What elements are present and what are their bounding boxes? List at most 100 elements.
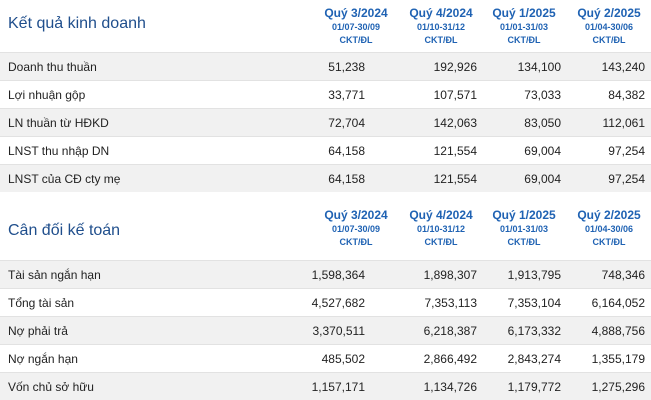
row-value: 6,218,387 bbox=[423, 324, 477, 338]
balance-col-1: Quý 3/2024 01/07-30/09 CKT/ĐL bbox=[306, 208, 406, 248]
income-col-1: Quý 3/2024 01/07-30/09 CKT/ĐL bbox=[306, 6, 406, 46]
income-col-4: Quý 2/2025 01/04-30/06 CKT/ĐL bbox=[559, 6, 651, 46]
col-range: 01/04-30/06 bbox=[584, 22, 634, 32]
balance-rows: Tài sản ngắn hạn 1,598,364 1,898,307 1,9… bbox=[0, 260, 651, 400]
table-row: Doanh thu thuần 51,238 192,926 134,100 1… bbox=[0, 52, 651, 80]
row-value: 64,158 bbox=[328, 144, 365, 158]
table-row: Lợi nhuận gộp 33,771 107,571 73,033 84,3… bbox=[0, 80, 651, 108]
balance-header: Cân đối kế toán Quý 3/2024 01/07-30/09 C… bbox=[0, 202, 651, 254]
row-value: 748,346 bbox=[601, 268, 645, 282]
income-header: Kết quả kinh doanh Quý 3/2024 01/07-30/0… bbox=[0, 0, 651, 52]
row-value: 7,353,113 bbox=[424, 296, 478, 310]
row-value: 143,240 bbox=[601, 60, 645, 74]
row-value: 72,704 bbox=[328, 116, 365, 130]
balance-title: Cân đối kế toán bbox=[8, 222, 121, 239]
income-section: Kết quả kinh doanh Quý 3/2024 01/07-30/0… bbox=[0, 0, 651, 192]
row-value: 51,238 bbox=[328, 60, 365, 74]
row-value: 1,134,726 bbox=[423, 380, 477, 394]
col-unit: CKT/ĐL bbox=[424, 237, 458, 247]
row-value: 1,913,795 bbox=[507, 268, 561, 282]
col-unit: CKT/ĐL bbox=[424, 35, 458, 45]
table-row: LN thuần từ HĐKD 72,704 142,063 83,050 1… bbox=[0, 108, 651, 136]
col-quarter: Quý 2/2025 bbox=[577, 208, 641, 222]
table-row: Nợ ngắn hạn 485,502 2,866,492 2,843,274 … bbox=[0, 344, 651, 372]
row-value: 121,554 bbox=[433, 144, 477, 158]
row-value: 107,571 bbox=[433, 88, 477, 102]
row-label: Vốn chủ sở hữu bbox=[8, 380, 94, 394]
col-range: 01/07-30/09 bbox=[331, 224, 381, 234]
row-value: 485,502 bbox=[321, 352, 365, 366]
income-rows: Doanh thu thuần 51,238 192,926 134,100 1… bbox=[0, 52, 651, 192]
row-label: Tài sản ngắn hạn bbox=[8, 268, 101, 282]
col-unit: CKT/ĐL bbox=[339, 35, 373, 45]
row-value: 7,353,104 bbox=[507, 296, 561, 310]
income-col-3: Quý 1/2025 01/01-31/03 CKT/ĐL bbox=[474, 6, 574, 46]
row-value: 33,771 bbox=[328, 88, 365, 102]
col-unit: CKT/ĐL bbox=[507, 35, 541, 45]
col-quarter: Quý 1/2025 bbox=[492, 6, 556, 20]
row-value: 69,004 bbox=[524, 144, 561, 158]
col-quarter: Quý 3/2024 bbox=[324, 208, 388, 222]
income-col-2: Quý 4/2024 01/10-31/12 CKT/ĐL bbox=[391, 6, 491, 46]
row-value: 1,598,364 bbox=[311, 268, 365, 282]
row-label: Nợ ngắn hạn bbox=[8, 352, 78, 366]
row-value: 112,061 bbox=[602, 116, 646, 130]
row-value: 6,164,052 bbox=[591, 296, 645, 310]
row-value: 134,100 bbox=[517, 60, 561, 74]
row-value: 97,254 bbox=[608, 172, 645, 186]
row-value: 121,554 bbox=[433, 172, 477, 186]
row-value: 6,173,332 bbox=[507, 324, 561, 338]
balance-section: Cân đối kế toán Quý 3/2024 01/07-30/09 C… bbox=[0, 202, 651, 400]
row-value: 69,004 bbox=[524, 172, 561, 186]
col-range: 01/10-31/12 bbox=[416, 224, 466, 234]
col-unit: CKT/ĐL bbox=[339, 237, 373, 247]
balance-col-3: Quý 1/2025 01/01-31/03 CKT/ĐL bbox=[474, 208, 574, 248]
row-value: 97,254 bbox=[608, 144, 645, 158]
row-value: 84,382 bbox=[608, 88, 645, 102]
col-quarter: Quý 1/2025 bbox=[492, 208, 556, 222]
table-row: Tổng tài sản 4,527,682 7,353,113 7,353,1… bbox=[0, 288, 651, 316]
table-row: LNST của CĐ cty mẹ 64,158 121,554 69,004… bbox=[0, 164, 651, 192]
col-quarter: Quý 4/2024 bbox=[409, 208, 473, 222]
table-row: LNST thu nhập DN 64,158 121,554 69,004 9… bbox=[0, 136, 651, 164]
col-range: 01/10-31/12 bbox=[416, 22, 466, 32]
balance-col-4: Quý 2/2025 01/04-30/06 CKT/ĐL bbox=[559, 208, 651, 248]
row-value: 142,063 bbox=[433, 116, 477, 130]
row-value: 2,843,274 bbox=[507, 352, 561, 366]
row-label: LNST của CĐ cty mẹ bbox=[8, 172, 121, 186]
col-unit: CKT/ĐL bbox=[592, 35, 626, 45]
col-unit: CKT/ĐL bbox=[507, 237, 541, 247]
row-value: 73,033 bbox=[524, 88, 561, 102]
row-value: 1,275,296 bbox=[591, 380, 645, 394]
col-quarter: Quý 2/2025 bbox=[577, 6, 641, 20]
table-row: Vốn chủ sở hữu 1,157,171 1,134,726 1,179… bbox=[0, 372, 651, 400]
row-value: 4,888,756 bbox=[591, 324, 645, 338]
row-value: 4,527,682 bbox=[311, 296, 365, 310]
col-quarter: Quý 3/2024 bbox=[324, 6, 388, 20]
row-label: Lợi nhuận gộp bbox=[8, 88, 86, 102]
row-value: 64,158 bbox=[328, 172, 365, 186]
row-value: 1,898,307 bbox=[423, 268, 477, 282]
row-value: 1,157,171 bbox=[311, 380, 365, 394]
row-label: Nợ phải trả bbox=[8, 324, 68, 338]
row-value: 1,355,179 bbox=[591, 352, 645, 366]
row-label: Tổng tài sản bbox=[8, 296, 75, 310]
row-value: 2,866,492 bbox=[423, 352, 477, 366]
col-range: 01/04-30/06 bbox=[584, 224, 634, 234]
row-value: 83,050 bbox=[524, 116, 561, 130]
table-row: Tài sản ngắn hạn 1,598,364 1,898,307 1,9… bbox=[0, 260, 651, 288]
row-value: 192,926 bbox=[433, 60, 477, 74]
income-title: Kết quả kinh doanh bbox=[8, 15, 146, 32]
table-row: Nợ phải trả 3,370,511 6,218,387 6,173,33… bbox=[0, 316, 651, 344]
col-range: 01/01-31/03 bbox=[499, 22, 549, 32]
row-value: 1,179,772 bbox=[507, 380, 561, 394]
row-value: 3,370,511 bbox=[312, 324, 366, 338]
balance-col-2: Quý 4/2024 01/10-31/12 CKT/ĐL bbox=[391, 208, 491, 248]
col-range: 01/01-31/03 bbox=[499, 224, 549, 234]
col-quarter: Quý 4/2024 bbox=[409, 6, 473, 20]
row-label: Doanh thu thuần bbox=[8, 60, 97, 74]
col-unit: CKT/ĐL bbox=[592, 237, 626, 247]
col-range: 01/07-30/09 bbox=[331, 22, 381, 32]
row-label: LNST thu nhập DN bbox=[8, 144, 110, 158]
